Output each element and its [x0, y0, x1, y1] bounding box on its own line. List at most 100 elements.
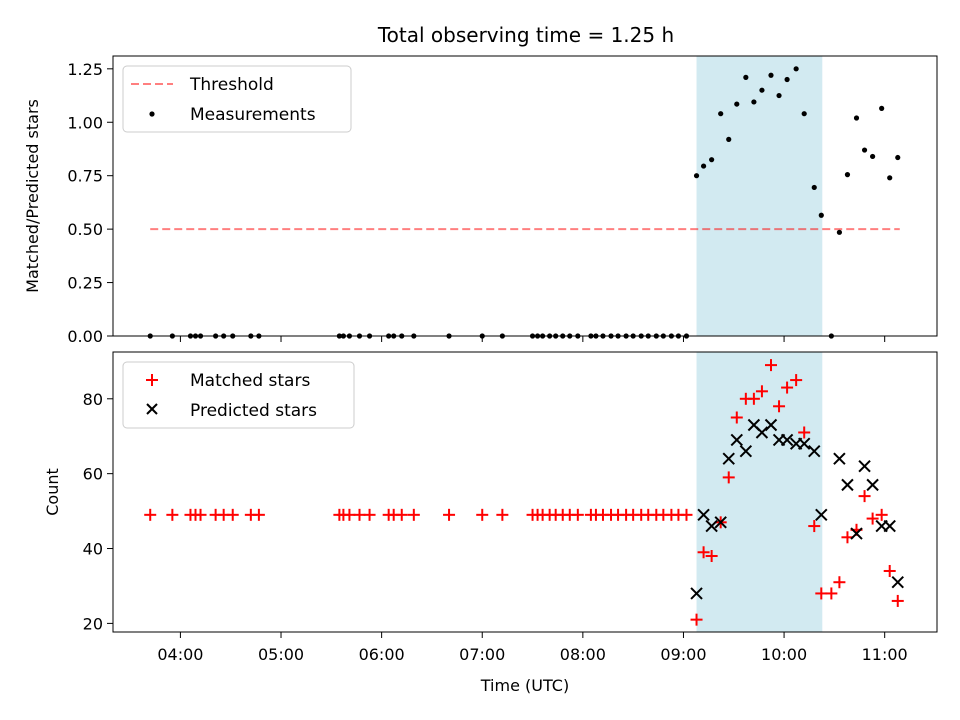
data-point: [166, 508, 179, 521]
y-tick-label: 1.25: [67, 60, 103, 79]
data-point: [853, 115, 860, 121]
data-point: [776, 92, 782, 99]
legend-measurements-swatch: [149, 111, 155, 117]
data-point: [730, 411, 743, 424]
data-point: [891, 594, 904, 607]
data-point: [751, 99, 757, 105]
legend-matched-swatch: [146, 374, 158, 386]
x-tick-label: 09:00: [660, 645, 706, 664]
y-tick-label: 60: [83, 465, 103, 484]
y-tick-label: 0.50: [67, 220, 103, 239]
data-point: [815, 508, 828, 522]
x-tick-label: 06:00: [359, 645, 405, 664]
x-tick-label: 08:00: [560, 645, 606, 664]
data-point: [697, 508, 710, 522]
y-tick-label: 1.00: [67, 113, 103, 132]
data-point: [784, 76, 790, 83]
data-point: [734, 101, 740, 107]
data-point: [801, 111, 807, 117]
y-tick-label: 80: [83, 390, 103, 409]
data-point: [747, 392, 760, 405]
data-point: [858, 459, 871, 473]
data-point: [726, 136, 732, 142]
data-point: [780, 433, 794, 447]
data-point: [875, 508, 888, 521]
data-point: [226, 508, 239, 521]
data-point: [844, 172, 851, 178]
data-point: [714, 516, 727, 529]
y-tick-label: 0.00: [67, 327, 103, 346]
data-point: [833, 452, 846, 465]
data-point: [825, 587, 838, 600]
data-point: [730, 433, 743, 447]
data-point: [887, 175, 893, 181]
data-point: [718, 111, 724, 117]
bottom-panel-marks: [144, 359, 904, 626]
top-panel: 0.00 0.25 0.50 0.75 1.00 1.25 Matched/Predict…: [23, 55, 938, 346]
x-tick-label: 10:00: [761, 645, 807, 664]
data-point: [811, 184, 817, 191]
data-point: [797, 437, 811, 450]
data-point: [743, 74, 749, 80]
data-point: [407, 508, 420, 521]
data-point: [790, 374, 803, 387]
data-point: [773, 400, 786, 413]
top-panel-shaded-span: [696, 56, 823, 336]
data-point: [798, 426, 811, 439]
data-point: [866, 478, 879, 492]
data-point: [363, 508, 376, 521]
x-tick-label: 07:00: [459, 645, 505, 664]
data-point: [700, 163, 707, 169]
legend-threshold-label: Threshold: [189, 75, 274, 95]
data-point: [764, 359, 777, 372]
data-point: [443, 508, 456, 521]
top-panel-frame: [112, 55, 938, 337]
legend-predicted-swatch: [146, 403, 158, 415]
bottom-panel-ylabel: Count: [43, 468, 62, 516]
data-point: [781, 381, 794, 394]
bottom-panel: 20 40 60 80 04:00 05:00 06:00 07:00 08:00 09:00 1…: [43, 351, 938, 695]
data-point: [895, 154, 901, 161]
chart-title: Total observing time = 1.25 h: [377, 23, 674, 47]
data-point: [705, 550, 718, 563]
data-point: [690, 587, 703, 600]
data-point: [793, 66, 799, 72]
data-point: [476, 508, 489, 521]
data-point: [883, 564, 896, 577]
y-tick-label: 0.75: [67, 167, 103, 186]
data-point: [353, 508, 366, 521]
data-point: [252, 508, 265, 521]
data-point: [144, 508, 157, 521]
bottom-panel-x-axis: 04:00 05:00 06:00 07:00 08:00 09:00 10:00 11:00: [157, 632, 908, 664]
top-legend-box: [122, 65, 352, 133]
data-point: [850, 527, 863, 540]
top-panel-x-ticks: [179, 336, 886, 342]
series-predicted-stars: [690, 418, 904, 600]
data-point: [571, 508, 584, 521]
top-panel-ylabel: Matched/Predicted stars: [23, 99, 42, 293]
data-point: [722, 452, 735, 465]
top-panel-y-axis: 0.00 0.25 0.50 0.75 1.00 1.25: [67, 60, 113, 346]
data-point: [841, 478, 854, 492]
data-point: [755, 426, 769, 439]
data-point: [194, 508, 207, 521]
data-point: [815, 587, 828, 600]
x-tick-label: 05:00: [258, 645, 304, 664]
y-tick-label: 40: [83, 540, 103, 559]
bottom-legend-box: [122, 361, 355, 429]
data-point: [693, 173, 700, 179]
data-point: [496, 508, 509, 521]
bottom-panel-legend: Matched stars Predicted stars: [122, 361, 355, 429]
data-point: [768, 72, 774, 78]
data-point: [755, 385, 768, 398]
data-point: [764, 418, 778, 432]
data-point: [680, 508, 693, 521]
data-point: [808, 520, 821, 533]
data-point: [891, 576, 904, 589]
data-point: [759, 87, 765, 93]
legend-predicted-label: Predicted stars: [190, 401, 317, 421]
data-point: [808, 444, 821, 458]
legend-matched-label: Matched stars: [190, 371, 310, 391]
x-axis-label: Time (UTC): [480, 676, 569, 695]
data-point: [866, 512, 879, 525]
